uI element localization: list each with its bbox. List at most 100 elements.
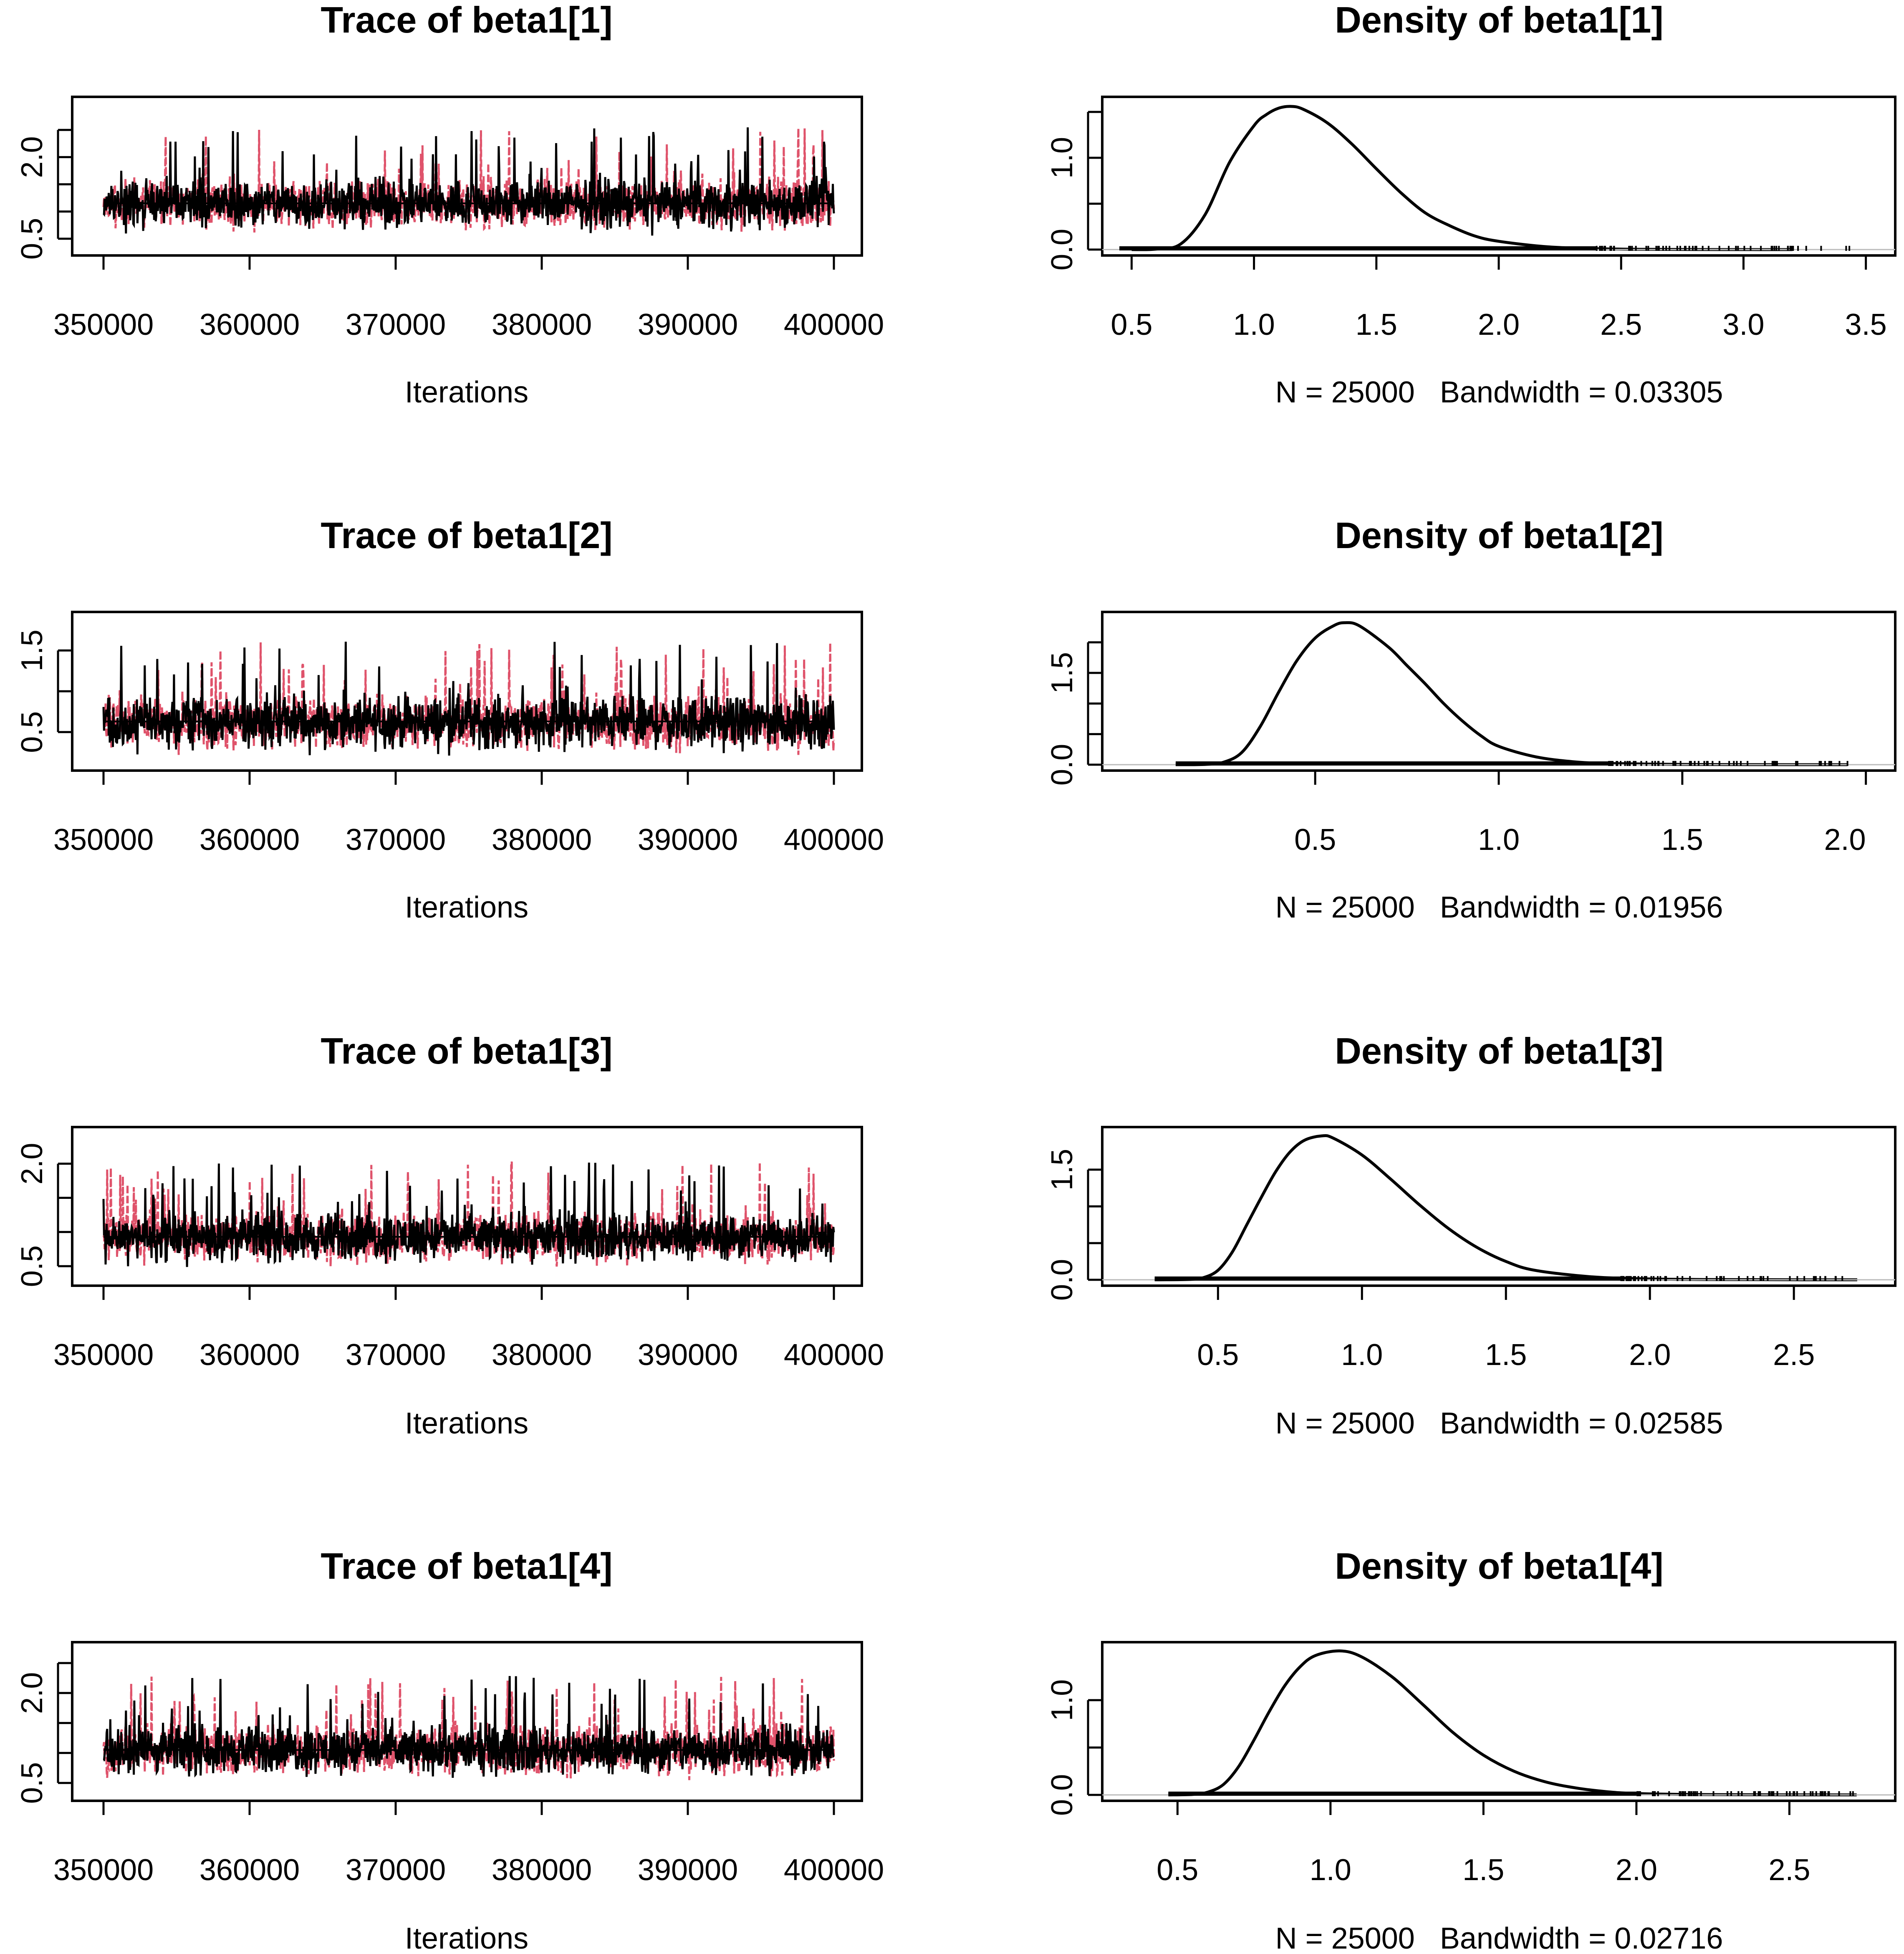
density-4-rug-sparse [1636,1791,1854,1796]
trace-2-y-axis [57,649,72,733]
trace-1-series-chain-2 [102,128,835,233]
density-1-rug-sparse [1596,245,1851,251]
density-1-xtick-2: 1.0 [1233,308,1275,341]
density-2-rug-sparse [1608,761,1848,766]
density-1-xlabel: N = 25000 Bandwidth = 0.03305 [1275,376,1723,409]
density-3-rug-dense [1154,1276,1621,1281]
density-3-rug-sparse [1620,1276,1843,1281]
density-2-xlabel: N = 25000 Bandwidth = 0.01956 [1275,891,1723,924]
density-4-x-axis [1176,1800,1790,1815]
density-2-xtick-4: 2.0 [1824,823,1866,857]
trace-3-title: Trace of beta1[3] [321,1030,612,1072]
density-3-xtick-3: 1.5 [1485,1338,1527,1372]
density-1-xtick-4: 2.0 [1478,308,1520,341]
density-4-xlabel: N = 25000 Bandwidth = 0.02716 [1275,1922,1723,1954]
trace-2-xtick-6: 400000 [784,823,884,857]
density-4-plot [1087,1641,1896,1815]
density-1-y-axis [1087,111,1102,251]
trace-2-plot [57,611,863,785]
trace-4-ytick-2: 2.0 [15,1672,49,1714]
density-2-xtick-2: 1.0 [1478,823,1520,857]
density-3-xtick-4: 2.0 [1629,1338,1671,1372]
trace-4-x-axis [102,1800,835,1815]
trace-1-xtick-2: 360000 [199,308,300,341]
density-1-title: Density of beta1[1] [1335,0,1663,40]
trace-4-plot [57,1641,863,1815]
density-1-ytick-1: 0.0 [1045,229,1079,270]
trace-3-plot [57,1126,863,1300]
density-2-x-axis [1314,769,1867,785]
trace-1-xlabel: Iterations [405,376,528,409]
trace-4-xtick-1: 350000 [53,1853,154,1887]
density-4-xtick-5: 2.5 [1768,1853,1810,1887]
density-2-plot [1087,611,1896,785]
density-4-xtick-2: 1.0 [1310,1853,1351,1887]
trace-1-title: Trace of beta1[1] [321,0,612,40]
trace-4-xtick-5: 390000 [638,1853,738,1887]
trace-3-xtick-2: 360000 [199,1338,300,1372]
trace-1-y-axis [57,129,72,240]
density-4-title: Density of beta1[4] [1335,1545,1663,1587]
trace-2-xlabel: Iterations [405,891,528,924]
trace-4-xtick-6: 400000 [784,1853,884,1887]
trace-4-xtick-2: 360000 [199,1853,300,1887]
trace-4-y-axis [57,1662,72,1784]
trace-1-x-axis [102,254,835,270]
trace-3-y-axis [57,1163,72,1267]
trace-1-ytick-2: 2.0 [15,136,49,178]
density-3-xtick-5: 2.5 [1773,1338,1815,1372]
density-2-xtick-1: 0.5 [1294,823,1336,857]
trace-3-xtick-1: 350000 [53,1338,154,1372]
trace-4-xtick-4: 380000 [492,1853,592,1887]
trace-3-xlabel: Iterations [405,1407,528,1440]
density-1-xtick-6: 3.0 [1722,308,1764,341]
trace-1-xtick-1: 350000 [53,308,154,341]
density-3-x-axis [1217,1284,1795,1300]
density-3-xtick-2: 1.0 [1341,1338,1383,1372]
density-2-ytick-1: 0.0 [1045,744,1079,786]
density-4-xtick-1: 0.5 [1157,1853,1198,1887]
panel-trace-beta1-2: Trace of beta1[2] Iterations 350000 3600… [15,515,884,924]
density-4-rug-dense [1168,1791,1636,1796]
trace-3-x-axis [102,1284,835,1300]
density-1-xtick-1: 0.5 [1111,308,1152,341]
density-3-xtick-1: 0.5 [1197,1338,1239,1372]
trace-1-xtick-6: 400000 [784,308,884,341]
density-2-density-curve [1175,621,1848,766]
density-2-rug-dense [1175,761,1609,766]
trace-2-ytick-1: 0.5 [15,711,49,753]
trace-2-xtick-3: 370000 [346,823,446,857]
density-4-density-curve [1168,1649,1857,1797]
trace-2-xtick-1: 350000 [53,823,154,857]
trace-3-ytick-1: 0.5 [15,1245,49,1287]
density-1-xtick-7: 3.5 [1845,308,1887,341]
trace-3-ytick-2: 2.0 [15,1143,49,1185]
panel-trace-beta1-1: Trace of beta1[1] Iterations 350000 3600… [15,0,884,409]
density-2-title: Density of beta1[2] [1335,515,1663,556]
trace-2-xtick-4: 380000 [492,823,592,857]
trace-3-xtick-5: 390000 [638,1338,738,1372]
density-3-ytick-1: 0.0 [1045,1259,1079,1301]
panel-density-beta1-3: Density of beta1[3] N = 25000 Bandwidth … [1045,1030,1896,1440]
trace-1-xtick-3: 370000 [346,308,446,341]
trace-3-series-chain-1 [102,1163,835,1267]
trace-3-xtick-6: 400000 [784,1338,884,1372]
trace-4-ytick-1: 0.5 [15,1762,49,1804]
trace-1-ytick-1: 0.5 [15,218,49,260]
density-1-xtick-3: 1.5 [1356,308,1397,341]
trace-4-xtick-3: 370000 [346,1853,446,1887]
density-2-y-axis [1087,641,1102,766]
density-1-ytick-2: 1.0 [1045,137,1079,179]
density-3-xlabel: N = 25000 Bandwidth = 0.02585 [1275,1407,1723,1440]
trace-2-xtick-2: 360000 [199,823,300,857]
density-4-ytick-2: 1.0 [1045,1679,1079,1721]
panel-density-beta1-2: Density of beta1[2] N = 25000 Bandwidth … [1045,515,1896,924]
density-2-xtick-3: 1.5 [1662,823,1703,857]
density-1-x-axis [1130,254,1867,270]
trace-1-series-chain-1 [103,127,835,236]
density-3-ytick-2: 1.5 [1045,1149,1079,1191]
panel-density-beta1-1: Density of beta1[1] N = 25000 Bandwidth … [1045,0,1896,409]
density-1-xtick-5: 2.5 [1600,308,1642,341]
density-4-xtick-4: 2.0 [1616,1853,1657,1887]
